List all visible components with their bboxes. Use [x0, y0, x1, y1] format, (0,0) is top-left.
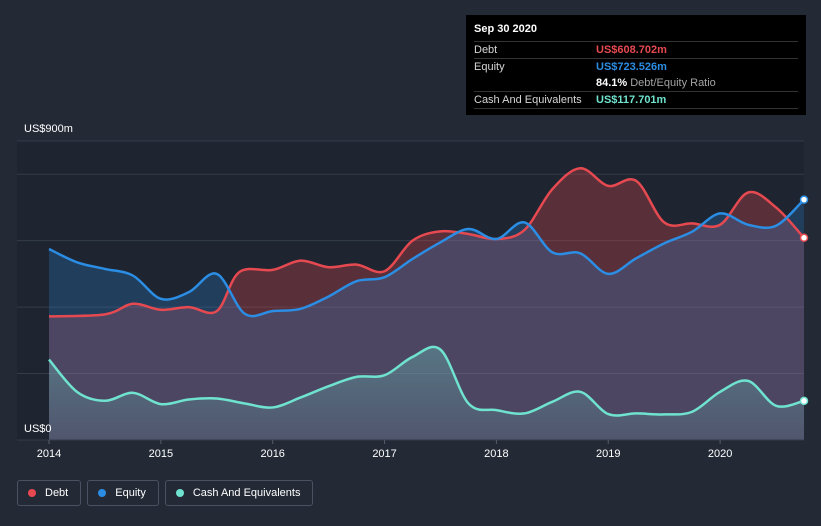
tooltip-debt-value: US$608.702m [596, 44, 667, 56]
endpoint-debt [799, 233, 809, 243]
x-axis: 2014 2015 2016 2017 2018 2019 2020 [17, 439, 804, 460]
area-debt [49, 168, 804, 441]
y-axis-top-label: US$900m [24, 123, 73, 135]
y-axis-bottom-label: US$0 [24, 423, 52, 435]
endpoint-cash-and-equivalents [799, 396, 809, 406]
x-tick-label: 2017 [372, 448, 396, 460]
tooltip-row-ratio: 84.1% Debt/Equity Ratio [474, 75, 798, 91]
line-cash-and-equivalents [48, 345, 805, 417]
legend-dot-cash [175, 489, 184, 497]
tooltip-cash-value: US$117.701m [596, 94, 667, 106]
legend-item-equity[interactable]: Equity [87, 480, 159, 506]
legend-label-debt: Debt [45, 487, 69, 499]
legend-label-equity: Equity [115, 487, 146, 499]
x-tick-label: 2015 [149, 448, 173, 460]
tooltip-equity-value: US$723.526m [596, 61, 667, 73]
endpoint-equity [799, 195, 809, 204]
x-tick-label: 2019 [596, 448, 620, 460]
tooltip-row-equity: Equity US$723.526m [474, 58, 798, 75]
series-lines [48, 166, 805, 417]
x-tick-label: 2020 [708, 448, 732, 460]
tooltip-row-debt: Debt US$608.702m [474, 41, 798, 58]
tooltip-cash-label: Cash And Equivalents [474, 94, 582, 106]
tooltip-equity-label: Equity [474, 61, 505, 73]
legend-dot-equity [98, 489, 107, 497]
legend-label-cash: Cash And Equivalents [192, 487, 301, 499]
line-debt [48, 166, 805, 318]
x-tick-label: 2016 [260, 448, 284, 460]
tooltip-ratio-value: 84.1% [596, 77, 628, 89]
tooltip: Sep 30 2020 Debt US$608.702m Equity US$7… [466, 15, 806, 115]
tooltip-ratio-label: Debt/Equity Ratio [630, 77, 716, 89]
legend-item-debt[interactable]: Debt [17, 480, 82, 506]
area-equity [49, 199, 804, 440]
x-tick-label: 2014 [37, 448, 61, 460]
area-cash-and-equivalents [49, 346, 804, 440]
line-equity [48, 198, 805, 318]
series-areas [49, 168, 804, 441]
tooltip-date: Sep 30 2020 [474, 23, 537, 35]
x-tick-label: 2018 [484, 448, 508, 460]
legend-item-cash[interactable]: Cash And Equivalents [164, 480, 314, 506]
legend-dot-debt [28, 489, 36, 497]
tooltip-debt-label: Debt [474, 44, 498, 56]
series-endpoints [799, 195, 809, 406]
legend: Debt Equity Cash And Equivalents [17, 480, 314, 506]
tooltip-row-cash: Cash And Equivalents US$117.701m [474, 91, 798, 109]
